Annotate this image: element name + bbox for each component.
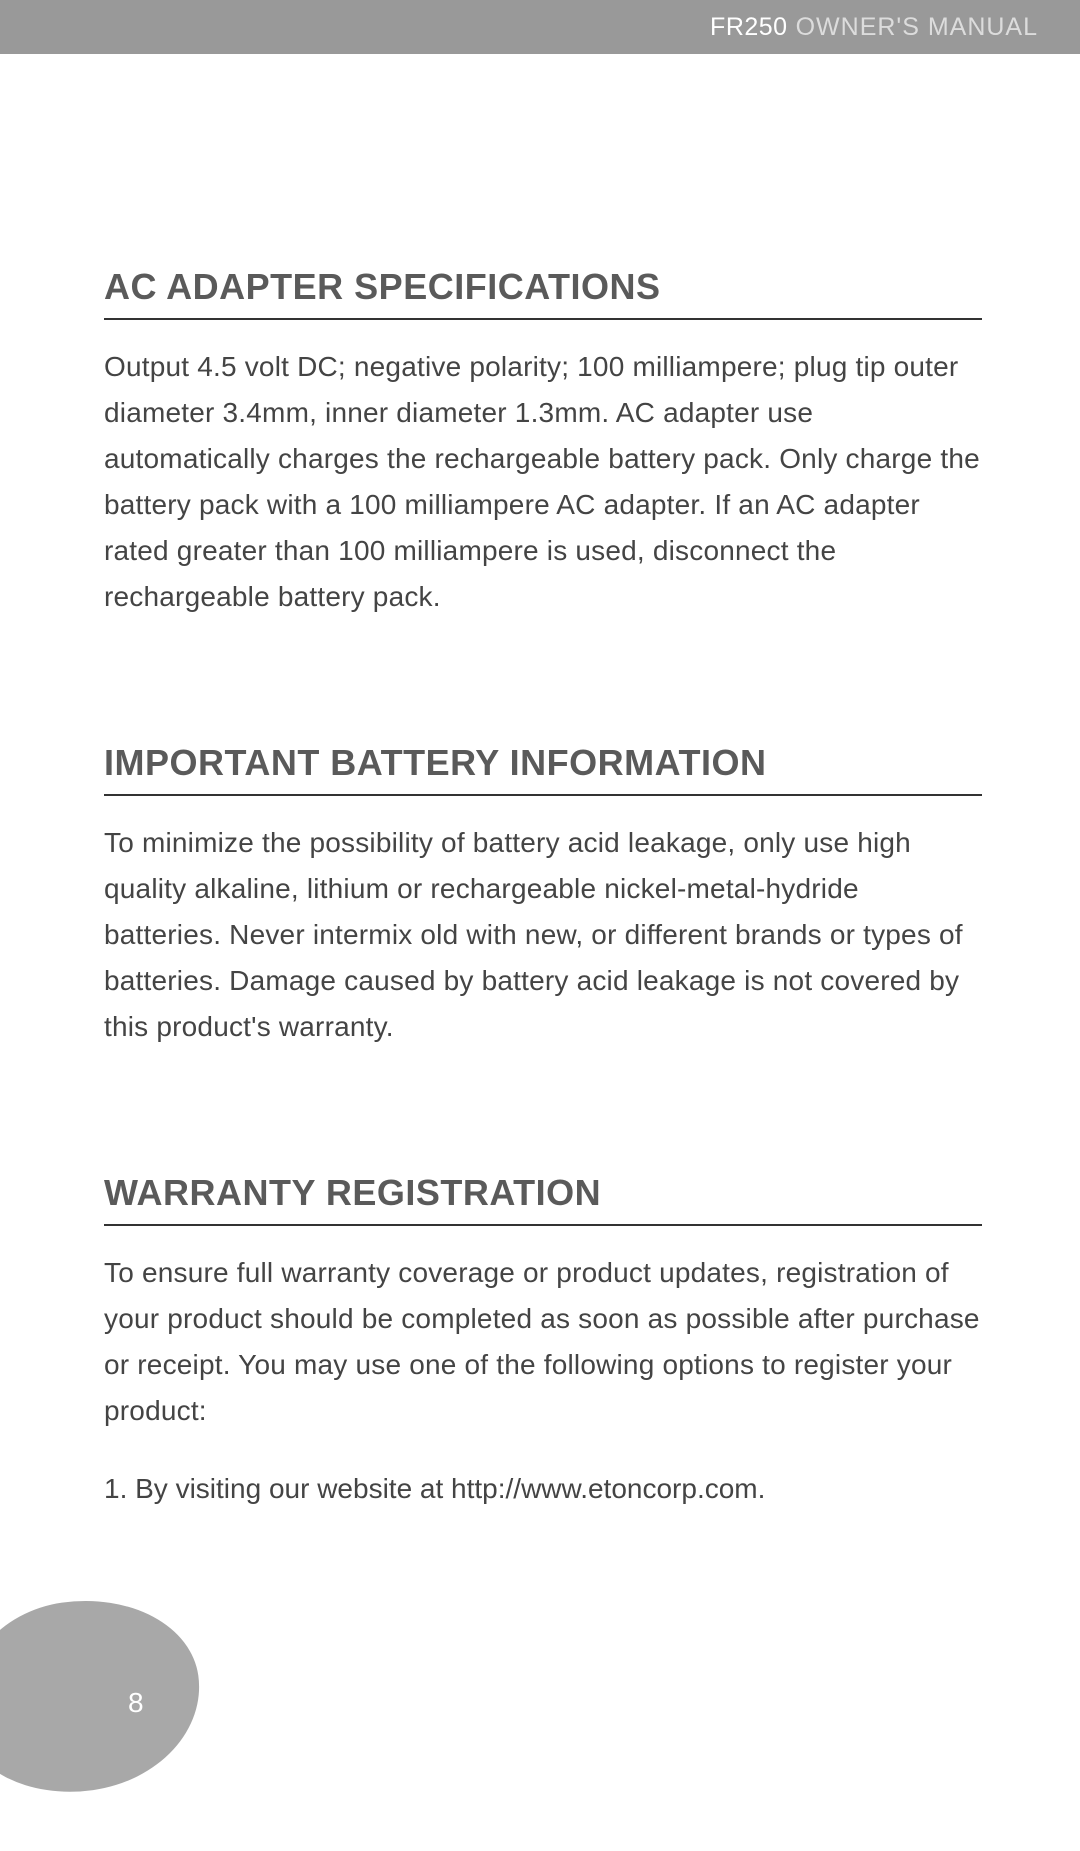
header-title: OWNER'S MANUAL: [796, 13, 1038, 42]
section-heading: WARRANTY REGISTRATION: [104, 1172, 982, 1226]
page-number-blob: [0, 1585, 212, 1807]
section-warranty: WARRANTY REGISTRATION To ensure full war…: [104, 1172, 982, 1512]
header-model: FR250: [710, 13, 788, 42]
section-body: Output 4.5 volt DC; negative polarity; 1…: [104, 344, 982, 620]
section-body: To ensure full warranty coverage or prod…: [104, 1250, 982, 1434]
section-body: To minimize the possibility of battery a…: [104, 820, 982, 1050]
header-bar: FR250 OWNER'S MANUAL: [0, 0, 1080, 54]
section-ac-adapter: AC ADAPTER SPECIFICATIONS Output 4.5 vol…: [104, 266, 982, 620]
section-heading: IMPORTANT BATTERY INFORMATION: [104, 742, 982, 796]
list-item: 1. By visiting our website at http://www…: [104, 1466, 982, 1512]
section-battery-info: IMPORTANT BATTERY INFORMATION To minimiz…: [104, 742, 982, 1050]
page-content: AC ADAPTER SPECIFICATIONS Output 4.5 vol…: [0, 54, 1080, 1512]
page-number: 8: [128, 1687, 144, 1719]
section-heading: AC ADAPTER SPECIFICATIONS: [104, 266, 982, 320]
